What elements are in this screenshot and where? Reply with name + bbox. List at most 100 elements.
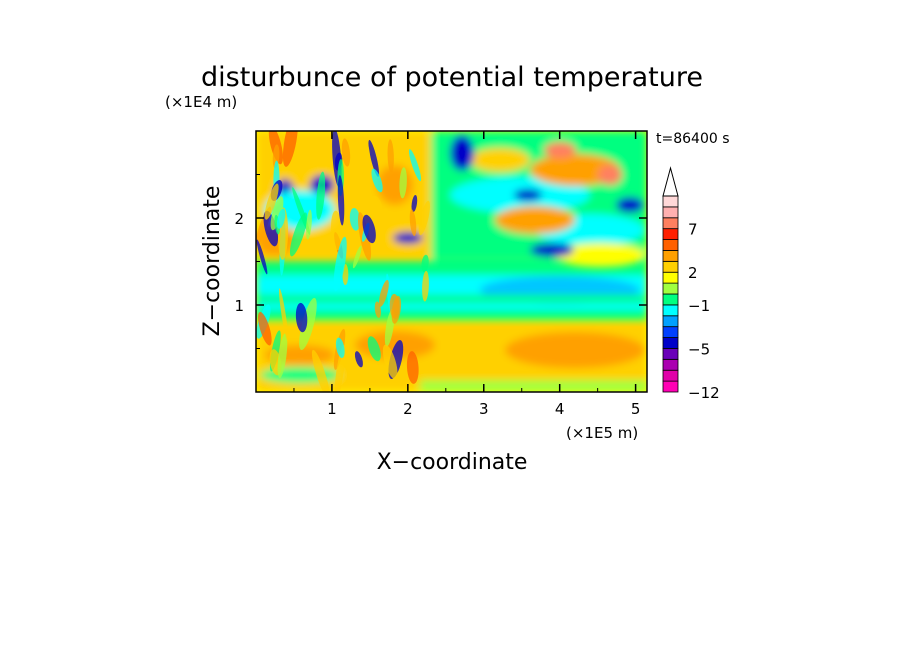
striation — [270, 196, 284, 231]
upper-pink-patch-2 — [598, 165, 622, 185]
striation — [334, 344, 346, 392]
striation — [337, 175, 345, 226]
striation — [371, 168, 383, 193]
striation — [418, 200, 431, 236]
axis-ticks: 1 2 3 4 5 1 2 — [234, 131, 647, 418]
striation — [399, 167, 407, 199]
y-axis-label: Z−coordinate — [200, 186, 225, 337]
colorbar-segment-7 — [662, 315, 679, 328]
striation — [306, 209, 312, 240]
x-tick-label-1: 1 — [327, 400, 337, 418]
striation — [335, 337, 345, 358]
upper-blue-core-1 — [530, 243, 574, 257]
colorbar-segment-5 — [662, 337, 679, 349]
striation — [411, 195, 418, 212]
striation — [367, 336, 381, 362]
colorbar-segment-10 — [662, 282, 679, 295]
striation — [351, 171, 367, 212]
upper-pink-patch — [544, 142, 576, 158]
striation — [331, 210, 343, 251]
striation — [352, 245, 362, 269]
colorbar-segment-13 — [662, 250, 679, 262]
striation — [313, 137, 324, 156]
x-tick-label-5: 5 — [631, 400, 641, 418]
striation — [282, 131, 298, 167]
colorbar-segment-16 — [662, 217, 679, 230]
x-tick-label-2: 2 — [403, 400, 413, 418]
striation — [406, 351, 419, 384]
x-tick-label-3: 3 — [479, 400, 489, 418]
striation — [258, 311, 272, 346]
striation — [409, 209, 417, 237]
mid-green-strip — [256, 295, 647, 303]
colorbar-segment-15 — [662, 228, 679, 240]
striation — [381, 208, 390, 226]
striation — [362, 214, 376, 244]
striation — [421, 254, 429, 273]
striation — [311, 349, 330, 392]
striation — [277, 333, 288, 379]
striation — [263, 210, 279, 247]
striation — [349, 207, 361, 231]
lower-warm-core — [505, 332, 645, 368]
striation — [387, 139, 394, 173]
striation — [264, 183, 279, 220]
colorbar-segment-11 — [662, 271, 679, 284]
upper-yellow-wave — [555, 243, 645, 267]
colorbar-segment-9 — [662, 293, 679, 306]
chart-title: disturbunce of potential temperature — [201, 62, 703, 93]
x-axis-label: X−coordinate — [377, 450, 528, 475]
striation — [341, 138, 351, 167]
colorbar-label-3: −1 — [688, 297, 710, 315]
time-label: t=86400 s — [656, 131, 730, 147]
striation — [422, 270, 429, 302]
upper-warm-wave-2 — [530, 154, 620, 186]
striation — [378, 279, 389, 307]
striation — [295, 302, 308, 333]
colorbar-segment-12 — [662, 260, 679, 273]
striation — [408, 149, 422, 182]
striation — [289, 212, 308, 257]
striation — [368, 139, 380, 177]
striation — [256, 239, 268, 275]
x-tick-label-4: 4 — [555, 400, 565, 418]
striation — [374, 301, 381, 318]
surface-green-band — [420, 380, 647, 392]
colorbar-segment-3 — [662, 358, 679, 371]
colorbar-segment-1 — [662, 380, 679, 393]
colorbar: −12−5−127 — [662, 166, 720, 402]
upper-blue-core-7 — [393, 232, 423, 244]
y-tick-label-1: 1 — [234, 297, 244, 315]
colorbar-extend-arrow — [662, 166, 679, 197]
striation — [276, 208, 286, 229]
upper-blue-core-2 — [514, 189, 542, 201]
striation — [316, 171, 326, 220]
colorbar-segment-4 — [662, 348, 679, 360]
striation — [389, 293, 400, 319]
colorbar-segment-6 — [662, 326, 679, 338]
x-unit-label: (×1E5 m) — [566, 424, 638, 442]
colorbar-segment-18 — [662, 195, 679, 208]
striation — [299, 297, 317, 351]
striations — [256, 131, 431, 392]
striation — [333, 236, 347, 292]
striation — [279, 288, 289, 342]
striation — [365, 143, 371, 178]
colorbar-segment-2 — [662, 369, 679, 382]
y-unit-label: (×1E4 m) — [165, 93, 237, 111]
upper-blue-core-4 — [450, 135, 474, 171]
colorbar-label-2: −5 — [688, 340, 710, 358]
colorbar-label-1: −12 — [688, 384, 720, 402]
striation — [382, 344, 398, 380]
y-tick-label-2: 2 — [234, 210, 244, 228]
colorbar-label-4: 2 — [688, 264, 698, 282]
colorbar-segment-14 — [662, 239, 679, 251]
striation — [292, 187, 311, 235]
colorbar-segment-8 — [662, 304, 679, 317]
upper-warm-wave-1 — [495, 206, 575, 234]
striation — [369, 195, 383, 219]
striation — [354, 351, 363, 368]
contour-field — [256, 131, 647, 392]
upper-blue-core-3 — [616, 197, 644, 213]
colorbar-segment-17 — [662, 206, 679, 219]
